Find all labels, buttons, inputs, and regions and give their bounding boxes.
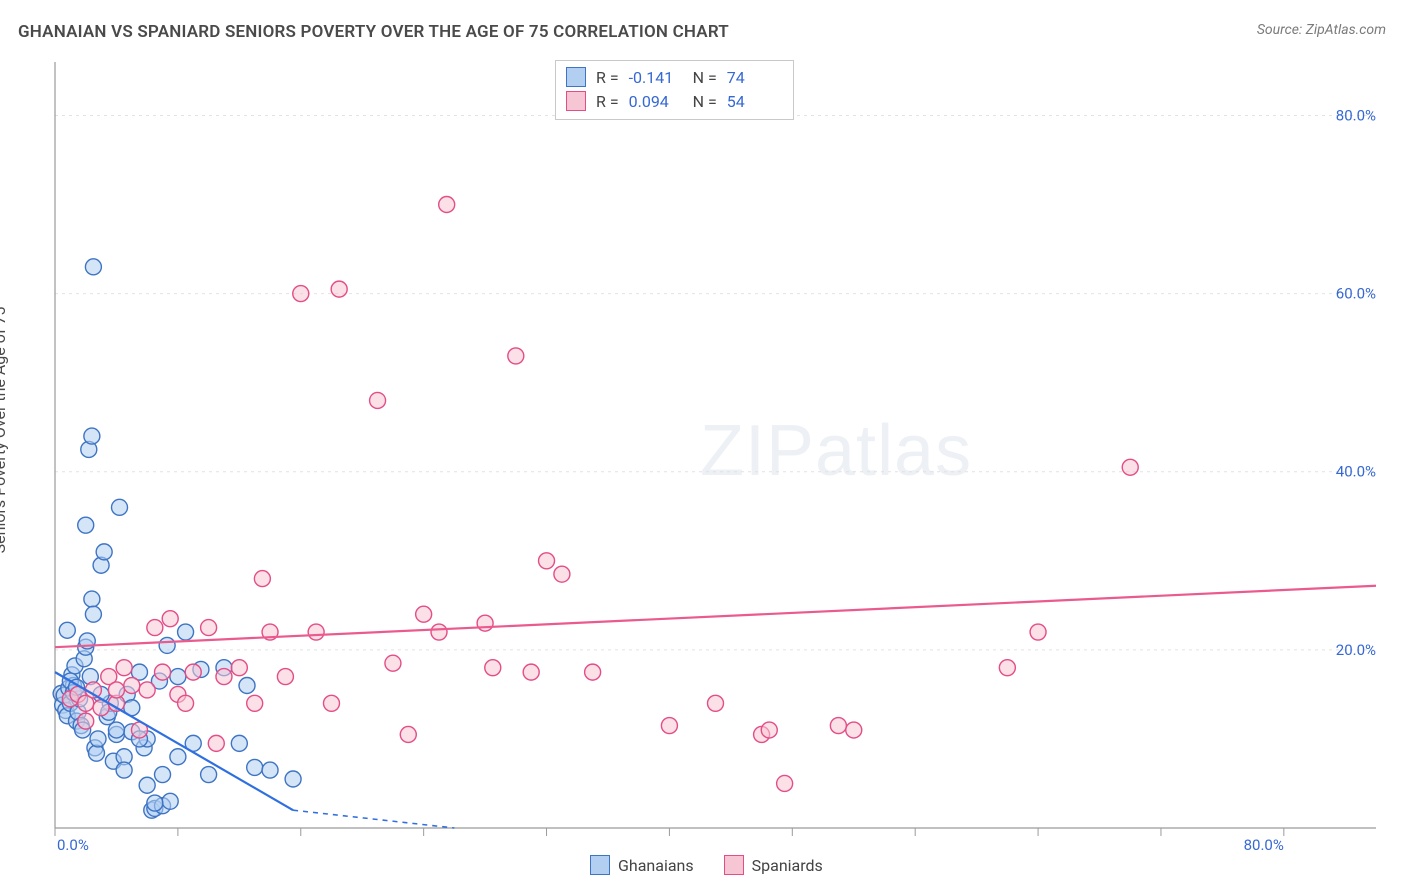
stat-label-n: N = <box>693 92 717 111</box>
stat-value-n: 54 <box>727 92 781 111</box>
swatch-icon <box>590 855 610 875</box>
legend-label: Ghanaians <box>618 856 694 875</box>
source-attribution: Source: ZipAtlas.com <box>1257 22 1386 38</box>
correlation-stats-box: R = -0.141 N = 74 R = 0.094 N = 54 <box>555 60 794 120</box>
source-prefix: Source: <box>1257 22 1306 38</box>
chart-title: GHANAIAN VS SPANIARD SENIORS POVERTY OVE… <box>18 22 729 42</box>
swatch-icon <box>566 67 586 87</box>
series-ghanaians <box>53 259 301 818</box>
stat-value-n: 74 <box>727 68 781 87</box>
chart-svg: 20.0% 40.0% 60.0% 80.0% 0.0% 80.0% <box>50 55 1386 855</box>
svg-text:40.0%: 40.0% <box>1336 463 1376 481</box>
y-axis-label: Seniors Poverty Over the Age of 75 <box>0 307 9 554</box>
svg-text:20.0%: 20.0% <box>1336 641 1376 659</box>
svg-text:60.0%: 60.0% <box>1336 285 1376 303</box>
stat-label-r: R = <box>596 68 619 87</box>
plot-area: 20.0% 40.0% 60.0% 80.0% 0.0% 80.0% <box>50 55 1386 855</box>
swatch-icon <box>566 91 586 111</box>
legend-item-spaniards: Spaniards <box>724 855 823 875</box>
stat-label-n: N = <box>693 68 717 87</box>
series-spaniards <box>62 197 1138 792</box>
legend-item-ghanaians: Ghanaians <box>590 855 694 875</box>
stat-label-r: R = <box>596 92 619 111</box>
swatch-icon <box>724 855 744 875</box>
stats-row-spaniards: R = 0.094 N = 54 <box>566 89 781 113</box>
svg-text:80.0%: 80.0% <box>1336 106 1376 124</box>
stats-row-ghanaians: R = -0.141 N = 74 <box>566 65 781 89</box>
stat-value-r: 0.094 <box>629 92 683 111</box>
svg-text:80.0%: 80.0% <box>1244 836 1284 854</box>
stat-value-r: -0.141 <box>629 68 683 87</box>
series-legend: Ghanaians Spaniards <box>590 855 823 875</box>
legend-label: Spaniards <box>752 856 823 875</box>
source-name: ZipAtlas.com <box>1306 22 1386 38</box>
svg-text:0.0%: 0.0% <box>57 836 89 854</box>
